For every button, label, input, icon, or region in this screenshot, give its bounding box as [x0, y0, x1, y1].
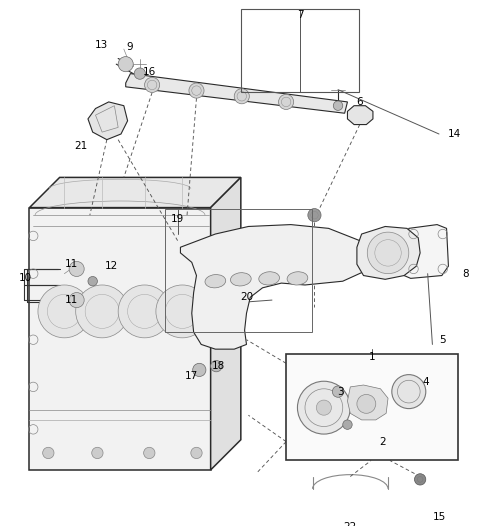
Circle shape: [43, 447, 54, 459]
Circle shape: [88, 277, 97, 286]
Circle shape: [69, 261, 84, 277]
Text: 6: 6: [357, 97, 363, 107]
Ellipse shape: [259, 272, 279, 285]
Text: 9: 9: [126, 42, 133, 52]
Circle shape: [92, 447, 103, 459]
Text: 13: 13: [95, 41, 108, 50]
Circle shape: [357, 394, 376, 413]
Circle shape: [211, 360, 222, 372]
Text: 18: 18: [212, 361, 225, 371]
Circle shape: [333, 101, 343, 110]
Circle shape: [156, 285, 209, 338]
Circle shape: [414, 474, 426, 485]
Text: 19: 19: [171, 214, 184, 224]
Circle shape: [38, 285, 91, 338]
Circle shape: [191, 447, 202, 459]
Circle shape: [308, 208, 321, 222]
Circle shape: [189, 83, 204, 98]
Circle shape: [144, 447, 155, 459]
Text: 3: 3: [337, 387, 344, 397]
Circle shape: [316, 400, 331, 415]
Circle shape: [192, 363, 206, 377]
Circle shape: [134, 68, 145, 79]
Polygon shape: [29, 177, 241, 208]
Circle shape: [298, 381, 350, 434]
Circle shape: [118, 285, 171, 338]
Polygon shape: [126, 74, 348, 113]
Text: 12: 12: [105, 261, 118, 271]
Text: 10: 10: [19, 274, 32, 284]
Ellipse shape: [205, 275, 226, 288]
Text: 16: 16: [143, 67, 156, 77]
Polygon shape: [404, 225, 448, 278]
Circle shape: [367, 232, 409, 274]
Text: 1: 1: [369, 352, 375, 362]
Circle shape: [69, 292, 84, 308]
Circle shape: [332, 386, 344, 397]
Circle shape: [234, 89, 249, 104]
Circle shape: [278, 94, 294, 109]
Text: 22: 22: [344, 522, 357, 526]
Circle shape: [76, 285, 129, 338]
Circle shape: [343, 420, 352, 429]
Text: 2: 2: [379, 437, 386, 447]
Circle shape: [118, 57, 133, 72]
Bar: [241, 9, 359, 93]
Polygon shape: [180, 225, 369, 349]
Text: 8: 8: [462, 269, 469, 279]
Polygon shape: [348, 106, 373, 125]
Polygon shape: [211, 177, 241, 470]
Polygon shape: [348, 385, 388, 420]
Text: 17: 17: [185, 371, 198, 381]
Text: 7: 7: [297, 10, 303, 20]
Polygon shape: [88, 102, 128, 140]
Text: 21: 21: [74, 141, 87, 151]
Text: 5: 5: [440, 335, 446, 345]
Circle shape: [392, 375, 426, 409]
Text: 20: 20: [240, 292, 253, 302]
Text: 15: 15: [432, 512, 445, 522]
Bar: [165, 209, 312, 332]
Text: 14: 14: [447, 129, 461, 139]
Circle shape: [144, 77, 160, 93]
Polygon shape: [357, 227, 420, 279]
Bar: [286, 354, 458, 460]
Ellipse shape: [230, 272, 251, 286]
Text: 11: 11: [64, 259, 78, 269]
Text: 11: 11: [64, 295, 78, 305]
Text: 4: 4: [422, 377, 429, 387]
Polygon shape: [29, 208, 211, 470]
Ellipse shape: [287, 272, 308, 285]
